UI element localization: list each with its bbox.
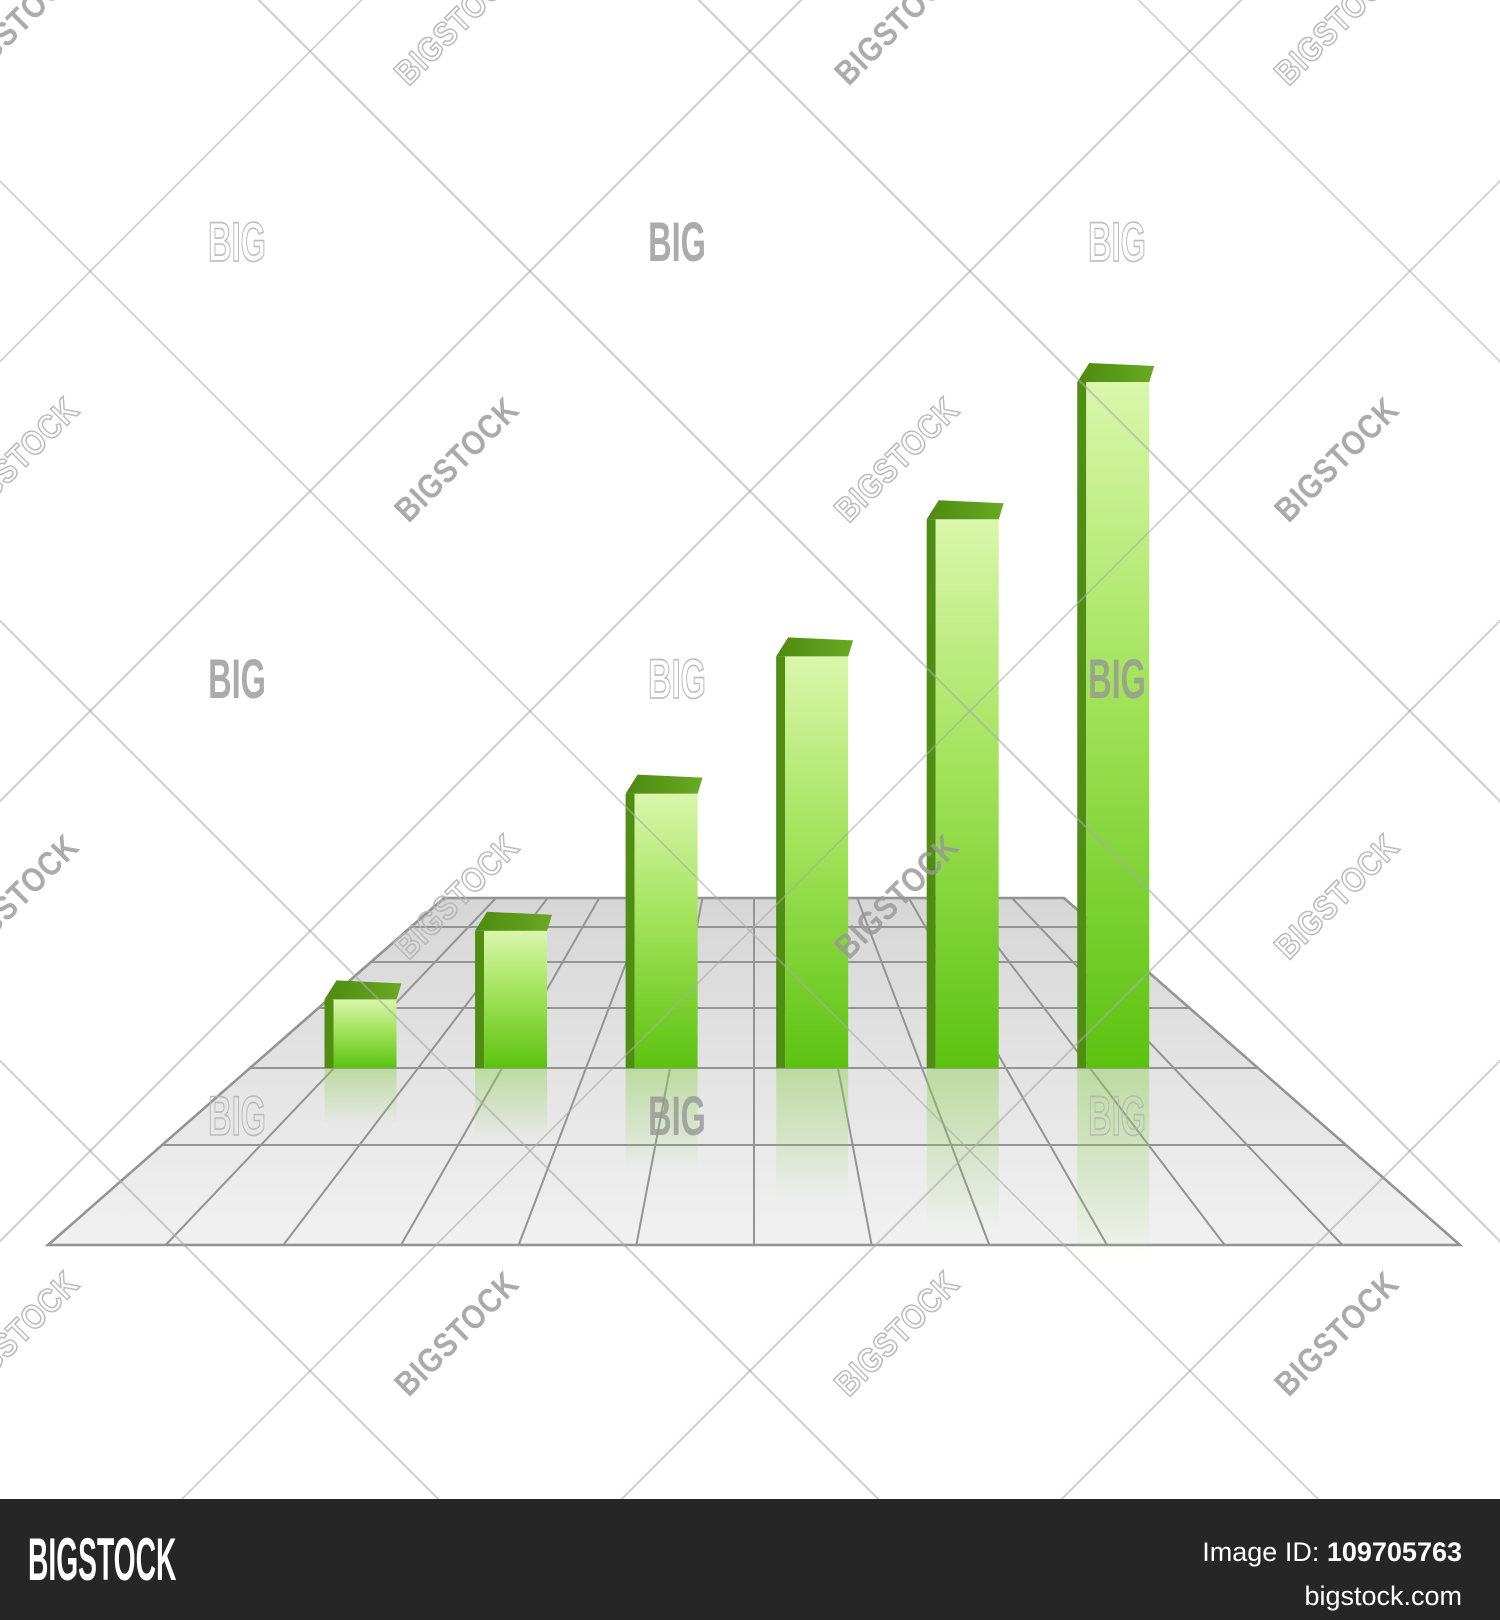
bar-chart-3d (44, 363, 1464, 1260)
image-id-value: 109705763 (1326, 1537, 1462, 1567)
image-id-line: Image ID: 109705763 (1202, 1537, 1462, 1568)
footer-bar: BIGSTOCK Image ID: 109705763 bigstock.co… (0, 1499, 1500, 1620)
site-url: bigstock.com (1304, 1581, 1462, 1611)
image-meta: Image ID: 109705763 bigstock.com (1202, 1537, 1462, 1612)
bigstock-logo: BIGSTOCK (28, 1526, 177, 1593)
image-id-label: Image ID: (1202, 1537, 1320, 1567)
